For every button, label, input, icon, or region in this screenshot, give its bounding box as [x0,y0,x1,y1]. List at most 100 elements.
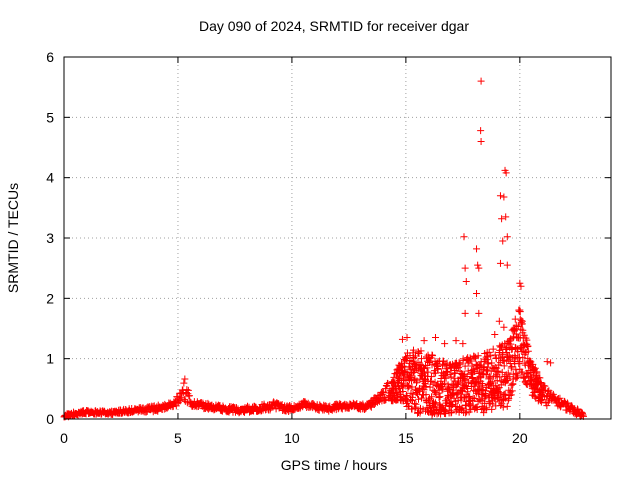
data-point [458,370,466,378]
data-point [417,347,425,355]
data-point [486,374,494,382]
data-point [423,364,431,372]
data-point [186,397,194,405]
data-point [483,404,491,412]
data-point [488,359,496,367]
data-point [498,400,506,408]
data-point [499,403,507,411]
data-point [462,277,470,285]
x-tick-label: 5 [174,430,182,446]
data-point [462,409,470,417]
data-point [457,396,465,404]
data-point [185,392,193,400]
x-tick-label: 20 [512,430,528,446]
data-point [461,362,469,370]
data-point [477,137,485,145]
data-point [441,340,449,348]
data-point [505,395,513,403]
data-point [475,309,483,317]
data-point [473,245,481,253]
data-point [426,383,434,391]
data-point [517,282,525,290]
data-point [409,357,417,365]
data-point [461,377,469,385]
data-point [479,382,487,390]
data-point [491,331,499,339]
y-tick-label: 4 [46,170,54,186]
data-point [431,387,439,395]
data-point [434,364,442,372]
data-point [447,409,455,417]
data-point [436,400,444,408]
data-point [579,411,587,419]
data-point [384,380,392,388]
data-point [181,375,189,383]
data-point [413,377,421,385]
data-point [457,405,465,413]
grid [64,57,611,419]
data-point [475,264,483,272]
data-point [524,342,532,350]
data-point [485,397,493,405]
data-point [403,334,411,342]
data-point [403,392,411,400]
data-point [415,395,423,403]
data-point [498,215,506,223]
tick-labels: 0 5 10 15 20 0 1 2 3 4 5 6 [46,49,528,446]
data-point [464,367,472,375]
data-point [488,405,496,413]
data-point [424,407,432,415]
data-point [516,358,524,366]
data-point [445,385,453,393]
data-point [503,261,511,269]
data-point [512,375,520,383]
data-point [440,357,448,365]
data-point [422,382,430,390]
data-point [511,326,519,334]
data-point [507,381,515,389]
data-point [409,346,417,354]
data-point [456,360,464,368]
data-point [459,357,467,365]
data-point [508,363,516,371]
data-point [180,379,188,387]
data-point [442,410,450,418]
data-point [429,352,437,360]
data-point [473,290,481,298]
data-point [530,384,538,392]
data-point [469,394,477,402]
y-axis-label: SRMTID / TECUs [5,183,21,293]
data-point [467,406,475,414]
data-point [272,405,280,413]
data-point [507,364,515,372]
data-point [489,345,497,353]
data-point [448,408,456,416]
data-point [538,385,546,393]
data-points [60,77,587,421]
data-point [402,354,410,362]
data-point [503,233,511,241]
data-point [442,374,450,382]
data-point [408,383,416,391]
data-point [512,330,520,338]
data-point [411,352,419,360]
data-point [491,364,499,372]
data-point [381,396,389,404]
data-point [536,397,544,405]
data-point [439,385,447,393]
data-point [432,399,440,407]
data-point [401,353,409,361]
y-tick-label: 5 [46,109,54,125]
data-point [503,402,511,410]
data-point [421,376,429,384]
data-point [399,362,407,370]
data-point [496,192,504,200]
data-point [436,393,444,401]
data-point [505,386,513,394]
data-point [485,348,493,356]
data-point [506,373,514,381]
data-point [176,397,184,405]
data-point [403,397,411,405]
data-point [484,360,492,368]
